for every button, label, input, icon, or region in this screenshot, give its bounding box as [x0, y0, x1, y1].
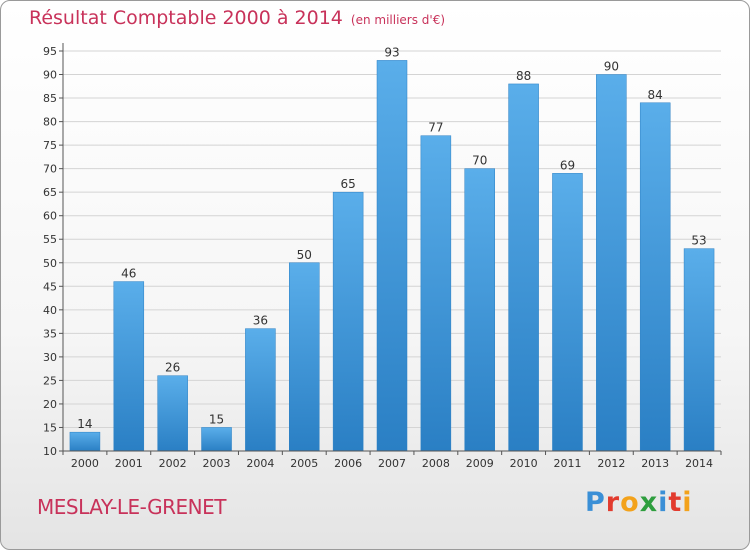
y-tick-label: 90	[43, 69, 57, 82]
data-label: 15	[209, 412, 224, 426]
data-label: 50	[297, 248, 312, 262]
x-tick-label: 2003	[203, 457, 231, 470]
bar	[69, 431, 101, 452]
y-tick-label: 20	[43, 398, 57, 411]
bar	[552, 173, 583, 452]
y-tick-label: 60	[43, 210, 57, 223]
y-tick-label: 40	[43, 304, 57, 317]
labels: 10 15 20 25 30 35 40 45 50 55 60 65 70 75 80 85 90 95 2000…	[43, 45, 713, 470]
data-label: 46	[121, 267, 136, 281]
bar	[420, 135, 452, 452]
x-tick-label: 2000	[71, 457, 99, 470]
x-tick-label: 2007	[378, 457, 406, 470]
bar	[157, 375, 188, 452]
data-label: 93	[384, 45, 399, 59]
axes	[59, 43, 722, 455]
x-tick-label: 2009	[466, 457, 494, 470]
x-tick-label: 2008	[422, 457, 450, 470]
logo-letter: t	[668, 487, 683, 518]
bar	[464, 168, 495, 452]
y-tick-label: 75	[43, 139, 57, 152]
y-tick-label: 80	[43, 116, 57, 129]
data-label: 70	[472, 154, 487, 168]
y-tick-label: 25	[43, 374, 57, 387]
bar	[683, 248, 715, 452]
x-tick-label: 2001	[115, 457, 143, 470]
x-tick-label: 2005	[290, 457, 318, 470]
logo-letter: r	[605, 487, 621, 518]
chart-title: Résultat Comptable 2000 à 2014 (en millie…	[29, 7, 445, 29]
bar	[332, 191, 364, 452]
title-text: Résultat Comptable 2000 à 2014	[29, 7, 343, 29]
y-tick-label: 55	[43, 233, 57, 246]
bar	[596, 74, 627, 452]
x-tick-label: 2014	[685, 457, 713, 470]
x-tick-label: 2013	[641, 457, 669, 470]
logo-letter: P	[585, 487, 606, 518]
city-name: MESLAY-LE-GRENET	[37, 495, 226, 519]
bar	[245, 328, 276, 452]
y-tick-label: 35	[43, 327, 57, 340]
x-tick-label: 2004	[246, 457, 274, 470]
y-tick-label: 15	[43, 421, 57, 434]
data-label: 65	[340, 177, 355, 191]
data-label: 84	[648, 88, 663, 102]
data-label: 77	[428, 121, 443, 135]
logo-letter: i	[658, 487, 669, 518]
data-label: 90	[604, 60, 619, 74]
x-tick-label: 2006	[334, 457, 362, 470]
bar	[113, 281, 145, 452]
data-label: 26	[165, 361, 180, 375]
y-tick-label: 85	[43, 92, 57, 105]
data-label: 36	[253, 314, 268, 328]
data-label: 69	[560, 158, 575, 172]
logo-letter: o	[620, 487, 640, 518]
bar	[639, 102, 671, 452]
bar	[376, 60, 408, 452]
logo-letter: x	[639, 487, 659, 518]
unit-text: (en milliers d'€)	[350, 13, 446, 27]
y-tick-label: 95	[43, 45, 57, 58]
bar	[289, 262, 320, 452]
y-tick-label: 30	[43, 351, 57, 364]
bar	[201, 427, 232, 452]
y-tick-label: 50	[43, 257, 57, 270]
y-tick-label: 65	[43, 186, 57, 199]
x-tick-label: 2002	[159, 457, 187, 470]
bars	[69, 60, 715, 452]
data-label: 88	[516, 69, 531, 83]
x-tick-label: 2010	[510, 457, 538, 470]
y-tick-label: 70	[43, 163, 57, 176]
y-tick-label: 10	[43, 445, 57, 458]
y-tick-label: 45	[43, 280, 57, 293]
x-tick-label: 2011	[553, 457, 581, 470]
proxiti-logo: Proxiti	[585, 487, 693, 518]
data-label: 53	[691, 234, 706, 248]
data-label: 14	[77, 417, 92, 431]
bar	[508, 83, 539, 452]
logo-letter: i	[682, 487, 693, 518]
x-tick-label: 2012	[597, 457, 625, 470]
